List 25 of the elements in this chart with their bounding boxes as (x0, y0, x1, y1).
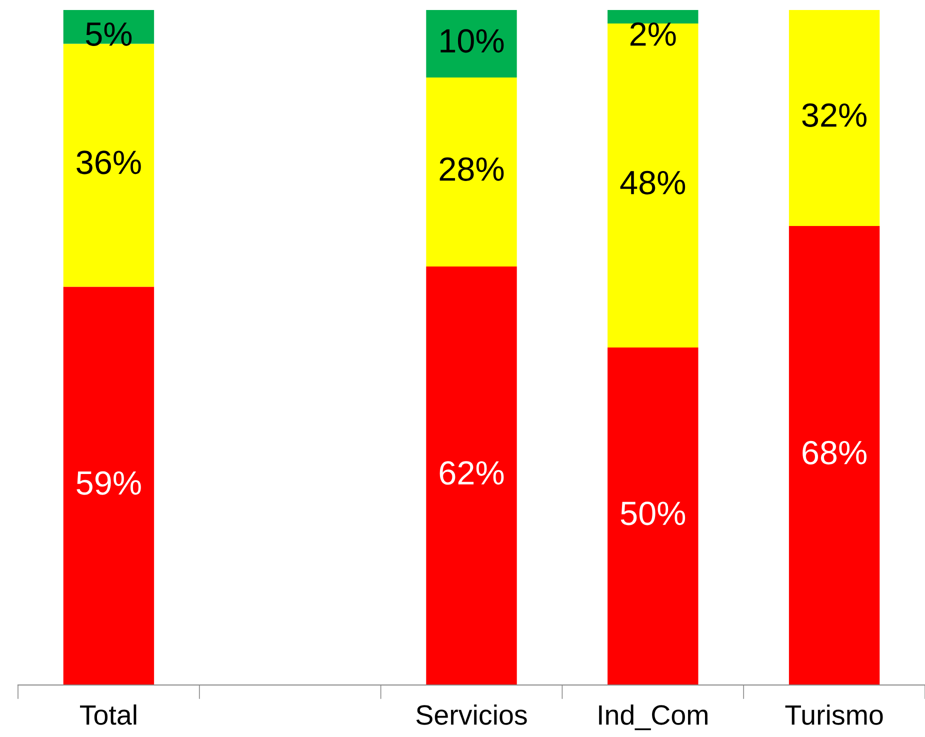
bar (63, 286, 154, 685)
data-label: 5% (86, 22, 132, 46)
data-label: 50% (620, 502, 686, 526)
data-label: 68% (802, 440, 866, 464)
bar (608, 348, 698, 685)
x-tick-label: Servicios (416, 704, 527, 725)
data-label: 62% (440, 461, 504, 485)
data-label: 48% (620, 170, 686, 194)
data-label: 2% (630, 22, 676, 46)
data-label: 10% (440, 29, 504, 53)
bar (608, 10, 698, 24)
data-label: 32% (802, 103, 866, 127)
x-tick-label: Total (80, 704, 136, 725)
bar (608, 24, 698, 348)
bar (426, 78, 517, 266)
x-tick-label: Ind_Com (599, 704, 708, 730)
bar (788, 10, 880, 226)
data-label: 36% (76, 150, 141, 174)
data-label: 28% (440, 157, 504, 181)
bar (788, 226, 880, 685)
bar (426, 266, 517, 685)
data-label: 59% (76, 471, 141, 495)
x-tick-label: Turismo (785, 704, 883, 725)
bar (426, 10, 517, 78)
bar (63, 10, 154, 44)
